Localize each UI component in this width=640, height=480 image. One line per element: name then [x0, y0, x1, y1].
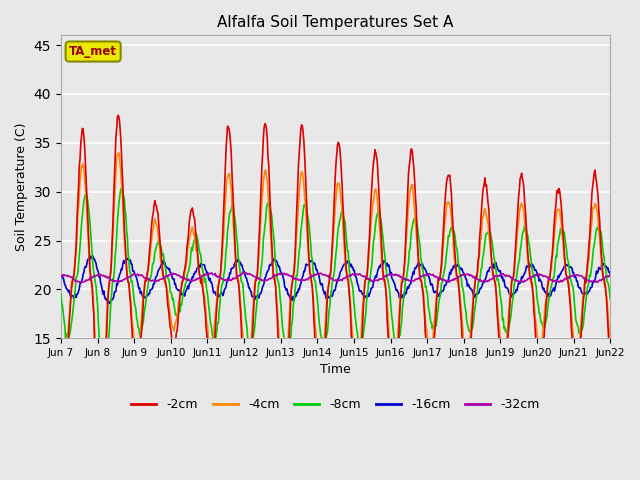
Text: TA_met: TA_met — [69, 45, 117, 58]
Legend: -2cm, -4cm, -8cm, -16cm, -32cm: -2cm, -4cm, -8cm, -16cm, -32cm — [126, 393, 545, 416]
Title: Alfalfa Soil Temperatures Set A: Alfalfa Soil Temperatures Set A — [218, 15, 454, 30]
Y-axis label: Soil Temperature (C): Soil Temperature (C) — [15, 122, 28, 251]
X-axis label: Time: Time — [320, 363, 351, 376]
